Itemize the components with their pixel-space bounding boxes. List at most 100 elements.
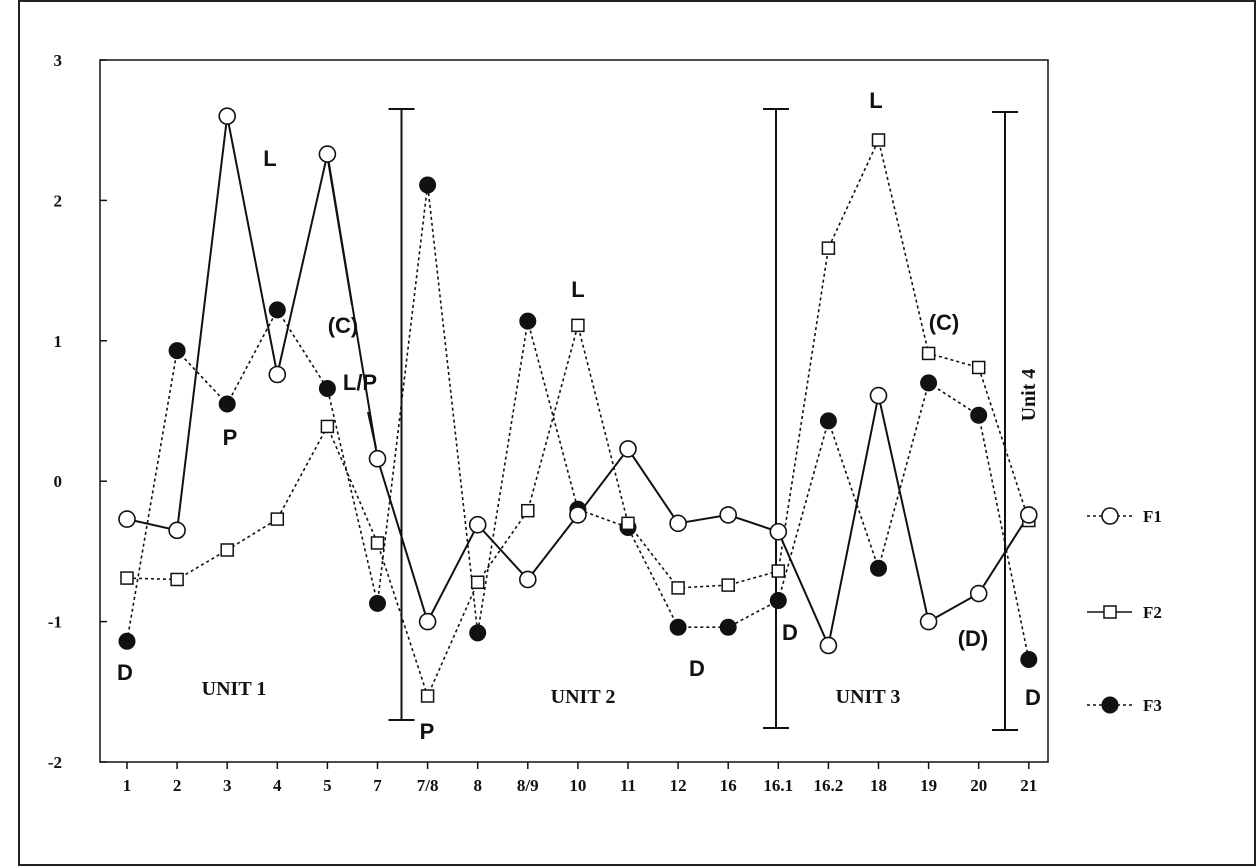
data-point-f1 [669, 514, 687, 533]
data-point-f1 [168, 521, 186, 540]
x-tick-label: 19 [920, 776, 937, 795]
x-tick-label: 7 [373, 776, 382, 795]
data-point-f2 [871, 133, 886, 147]
data-point-f1 [869, 386, 888, 405]
x-tick-label: 7/8 [417, 776, 439, 795]
data-point-f2 [370, 536, 385, 550]
data-point-f2 [821, 241, 836, 255]
data-point-f2 [521, 503, 535, 518]
data-point-f3 [1020, 651, 1038, 669]
data-point-f1 [218, 107, 236, 125]
data-point-f2 [270, 512, 285, 526]
data-point-f2 [621, 516, 635, 531]
data-point-f1 [569, 506, 587, 524]
data-point-f1 [619, 440, 637, 458]
legend-marker-f3 [1101, 696, 1119, 714]
data-point-f1 [969, 584, 988, 603]
x-tick-label: 16.1 [763, 776, 793, 795]
unit-label: UNIT 2 [551, 686, 616, 708]
x-tick-label: 10 [569, 776, 586, 795]
data-point-f1 [819, 636, 838, 655]
data-point-f3 [318, 380, 336, 398]
y-tick-label: 2 [54, 191, 63, 210]
series-line-f3 [126, 184, 1030, 660]
annotation-label: D [782, 620, 798, 645]
data-point-f3 [168, 342, 186, 360]
annotation-label: L [571, 277, 584, 302]
legend-label-f2: F2 [1143, 603, 1162, 622]
series-line-f2 [126, 137, 1030, 699]
annotation-label: D [689, 656, 705, 681]
data-point-f3 [870, 559, 887, 577]
data-point-f3 [819, 412, 837, 430]
data-point-f2 [671, 581, 685, 595]
data-point-f1 [769, 522, 788, 541]
y-tick-label: 0 [54, 472, 63, 491]
data-point-f2 [571, 318, 585, 333]
data-point-f3 [469, 624, 487, 642]
data-point-f2 [220, 543, 234, 557]
x-tick-label: 12 [670, 776, 687, 795]
x-tick-label: 4 [273, 776, 282, 795]
annotation-label: (D) [958, 626, 989, 651]
data-point-f2 [470, 575, 485, 590]
annotation-label: P [420, 719, 435, 744]
data-point-f3 [419, 176, 437, 194]
data-point-f2 [971, 360, 986, 375]
chart-frame [18, 0, 1256, 866]
data-point-f3 [970, 406, 988, 424]
x-tick-label: 20 [970, 776, 987, 795]
x-tick-label: 2 [173, 776, 182, 795]
data-point-f2 [120, 571, 134, 585]
data-point-f1 [268, 365, 287, 384]
legend-label-f1: F1 [1143, 507, 1162, 526]
data-point-f3 [920, 374, 938, 392]
data-point-f2 [721, 578, 735, 592]
data-point-f1 [518, 570, 537, 589]
annotation-label: P [223, 425, 238, 450]
data-point-f3 [218, 395, 236, 413]
data-point-f3 [519, 312, 537, 330]
data-point-f1 [118, 510, 136, 528]
data-point-f2 [420, 689, 435, 703]
data-point-f1 [318, 145, 337, 163]
data-point-f1 [919, 612, 938, 631]
annotation-label: D [1025, 685, 1041, 710]
data-point-f3 [769, 592, 787, 610]
annotation-label: D [117, 660, 133, 685]
data-point-f2 [921, 346, 936, 361]
data-point-f3 [118, 632, 136, 650]
y-tick-label: 1 [54, 332, 63, 351]
data-point-f1 [719, 506, 738, 524]
x-tick-label: 5 [323, 776, 332, 795]
data-point-f1 [368, 449, 387, 468]
data-point-f2 [320, 419, 335, 434]
series-line-f1 [126, 115, 1030, 649]
annotation-label: L/P [343, 370, 377, 395]
annotation-label: L [869, 88, 882, 113]
x-tick-label: 21 [1020, 776, 1037, 795]
legend-label-f3: F3 [1143, 696, 1162, 715]
x-tick-label: 8/9 [517, 776, 539, 795]
x-tick-label: 1 [123, 776, 132, 795]
unit-label: UNIT 3 [836, 686, 901, 708]
data-point-f3 [719, 618, 737, 636]
legend-marker-f2 [1103, 605, 1117, 619]
data-point-f2 [170, 572, 184, 587]
y-tick-label: 3 [54, 51, 63, 70]
series-line-f1-extension [326, 153, 353, 306]
x-tick-label: 16 [720, 776, 737, 795]
legend-marker-f1 [1101, 507, 1119, 525]
x-tick-label: 11 [620, 776, 636, 795]
x-tick-label: 8 [473, 776, 482, 795]
x-tick-label: 18 [870, 776, 887, 795]
series-line-f1-extension [367, 411, 377, 449]
x-tick-label: 16.2 [814, 776, 844, 795]
y-tick-label: -1 [48, 613, 62, 632]
data-point-f1 [1020, 506, 1038, 524]
unit-label: UNIT 1 [202, 678, 267, 700]
plot-area [99, 59, 1049, 763]
data-point-f1 [418, 612, 437, 631]
data-point-f2 [771, 564, 786, 578]
